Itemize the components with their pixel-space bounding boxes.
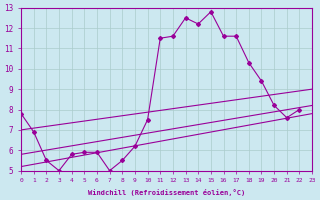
X-axis label: Windchill (Refroidissement éolien,°C): Windchill (Refroidissement éolien,°C) xyxy=(88,189,245,196)
